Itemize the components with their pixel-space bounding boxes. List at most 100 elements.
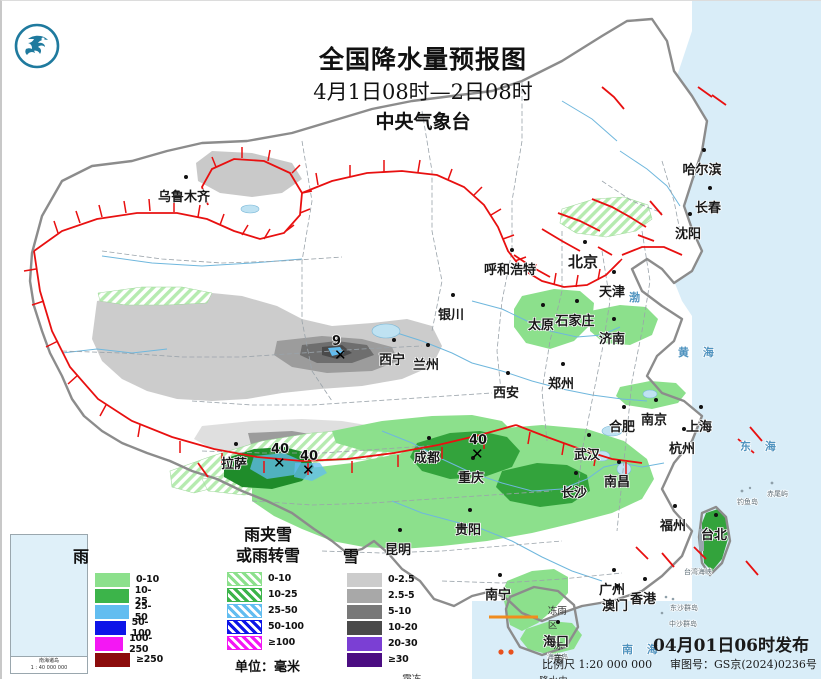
- legend-item: 100-250: [95, 633, 163, 655]
- legend-range-label: 20-30: [388, 638, 418, 649]
- map-title-block: 全国降水量预报图 4月1日08时—2日08时 中央气象台: [288, 45, 558, 136]
- legend-range-label: 0-2.5: [388, 574, 415, 585]
- freezing-rain-icon: [498, 649, 514, 655]
- legend-swatch: [95, 620, 126, 635]
- city-marker-dot: [615, 584, 619, 588]
- legend-swatch: [227, 635, 262, 650]
- city-label-武汉: 武汉: [574, 448, 601, 463]
- city-label-南京: 南京: [641, 413, 668, 428]
- legend-range-label: ≥100: [268, 637, 295, 648]
- precip-center-value: 9: [332, 334, 342, 349]
- sea-label-渤: 渤: [629, 291, 645, 304]
- legend-freezing-zone-label: 冻雨区: [547, 606, 567, 631]
- city-label-北京: 北京: [568, 253, 599, 271]
- city-marker-dot: [688, 212, 692, 216]
- legend-item: 0-10: [95, 572, 163, 587]
- city-marker-dot: [510, 248, 514, 252]
- legend-snow-column: 雪 0-2.5 2.5-5 5-10 10-20 20-30 ≥30 霜冻线: [343, 547, 425, 679]
- legend-sleet-heading-line1: 雨夹雪: [243, 525, 292, 544]
- city-marker-dot: [451, 293, 455, 297]
- city-marker-dot: [583, 240, 587, 244]
- inset-scale-title: 南海诸岛: [38, 658, 59, 664]
- city-label-合肥: 合肥: [609, 420, 636, 435]
- legend-item: 0-10: [227, 571, 323, 586]
- frost-line-barbs: [23, 147, 627, 475]
- legend-rain-heading: 雨: [73, 547, 90, 566]
- city-marker-dot: [398, 528, 402, 532]
- precipitation-areas: [92, 151, 728, 655]
- inset-scale-value: 1 : 40 000 000: [30, 665, 68, 671]
- city-marker-dot: [498, 573, 502, 577]
- city-label-海口: 海口: [543, 635, 570, 650]
- legend-symbol-column: 冻雨区 冻雨 ✕ 降水中心值: [487, 603, 571, 679]
- legend-swatch: [347, 652, 382, 667]
- legend-item: 50-100: [95, 617, 163, 639]
- city-marker-dot: [471, 456, 475, 460]
- city-marker-dot: [643, 577, 647, 581]
- province-boundaries: [61, 81, 683, 584]
- city-label-贵阳: 贵阳: [455, 523, 482, 538]
- city-label-成都: 成都: [414, 451, 441, 466]
- city-marker-dot: [708, 186, 712, 190]
- legend-item: ≥100: [227, 635, 323, 650]
- precip-center-x-icon: ✕: [302, 461, 315, 479]
- city-marker-dot: [392, 338, 396, 342]
- legend-swatch: [227, 587, 262, 602]
- legend-swatch: [95, 572, 130, 587]
- city-label-乌鲁木齐: 乌鲁木齐: [158, 190, 211, 205]
- legend-rain-column: 雨 0-10 10-25 25-50 50-100 100-250 ≥250: [73, 547, 163, 668]
- city-label-银川: 银川: [438, 308, 465, 323]
- legend-swatch: [95, 588, 129, 603]
- islet-label-中沙群岛: 中沙群岛: [669, 620, 697, 628]
- islet-label-东沙群岛: 东沙群岛: [670, 604, 698, 612]
- legend-sleet-heading-line2: 或雨转雪: [235, 546, 300, 565]
- freezing-rain-zone-icon: [489, 615, 538, 619]
- legend-swatch: [347, 620, 382, 635]
- precip-center-value: 40: [271, 442, 290, 457]
- city-label-台北: 台北: [701, 528, 728, 543]
- island-dots: [660, 481, 774, 615]
- city-marker-dot: [575, 299, 579, 303]
- city-label-天津: 天津: [599, 285, 626, 300]
- legend-sleet-rows: 0-10 10-25 25-50 50-100 ≥100: [227, 571, 323, 650]
- legend-range-label: 25-50: [268, 605, 298, 616]
- legend-swatch: [227, 603, 262, 618]
- city-label-杭州: 杭州: [669, 442, 696, 457]
- city-label-上海: 上海: [686, 420, 713, 435]
- city-label-沈阳: 沈阳: [675, 227, 702, 242]
- frost-line: [33, 86, 763, 576]
- city-marker-dot: [426, 343, 430, 347]
- sea-label-东海: 东 海: [740, 440, 781, 453]
- legend-range-label: 100-250: [129, 632, 153, 655]
- legend-item: 20-30: [347, 636, 425, 651]
- legend-range-label: 50-100: [131, 616, 151, 639]
- city-label-福州: 福州: [660, 519, 687, 534]
- lakes: [240, 204, 658, 476]
- legend-frost-line-symbol: 霜冻线: [347, 671, 425, 679]
- approval-number: 审图号：GS京(2024)0236号: [670, 658, 817, 671]
- city-marker-dot: [622, 405, 626, 409]
- legend-range-label: 25-50: [134, 600, 152, 623]
- city-label-西宁: 西宁: [379, 353, 406, 368]
- page-title: 全国降水量预报图: [318, 45, 527, 74]
- city-label-呼和浩特: 呼和浩特: [484, 263, 537, 278]
- legend-frost-line-label: 霜冻线: [402, 671, 424, 679]
- city-marker-dot: [587, 433, 591, 437]
- legend-range-label: 10-20: [388, 622, 418, 633]
- legend-swatch: [227, 571, 262, 586]
- legend-snow-rows: 0-2.5 2.5-5 5-10 10-20 20-30 ≥30: [347, 572, 425, 667]
- legend-range-label: 50-100: [268, 621, 304, 632]
- legend-unit: 单位：毫米: [235, 660, 301, 675]
- city-marker-dot: [574, 471, 578, 475]
- legend-range-label: 10-25: [268, 589, 298, 600]
- city-marker-dot: [654, 398, 658, 402]
- legend-center-value-symbol: ✕ 降水中心值: [487, 673, 571, 679]
- precip-center-x-icon: ✕: [273, 454, 286, 472]
- city-marker-dot: [673, 504, 677, 508]
- legend-range-label: ≥250: [136, 654, 163, 665]
- islet-label-钓鱼岛: 钓鱼岛: [737, 498, 758, 506]
- legend-item: 25-50: [95, 601, 163, 623]
- legend-swatch: [227, 619, 262, 634]
- legend-range-label: 0-10: [136, 574, 159, 585]
- legend-swatch: [95, 652, 130, 667]
